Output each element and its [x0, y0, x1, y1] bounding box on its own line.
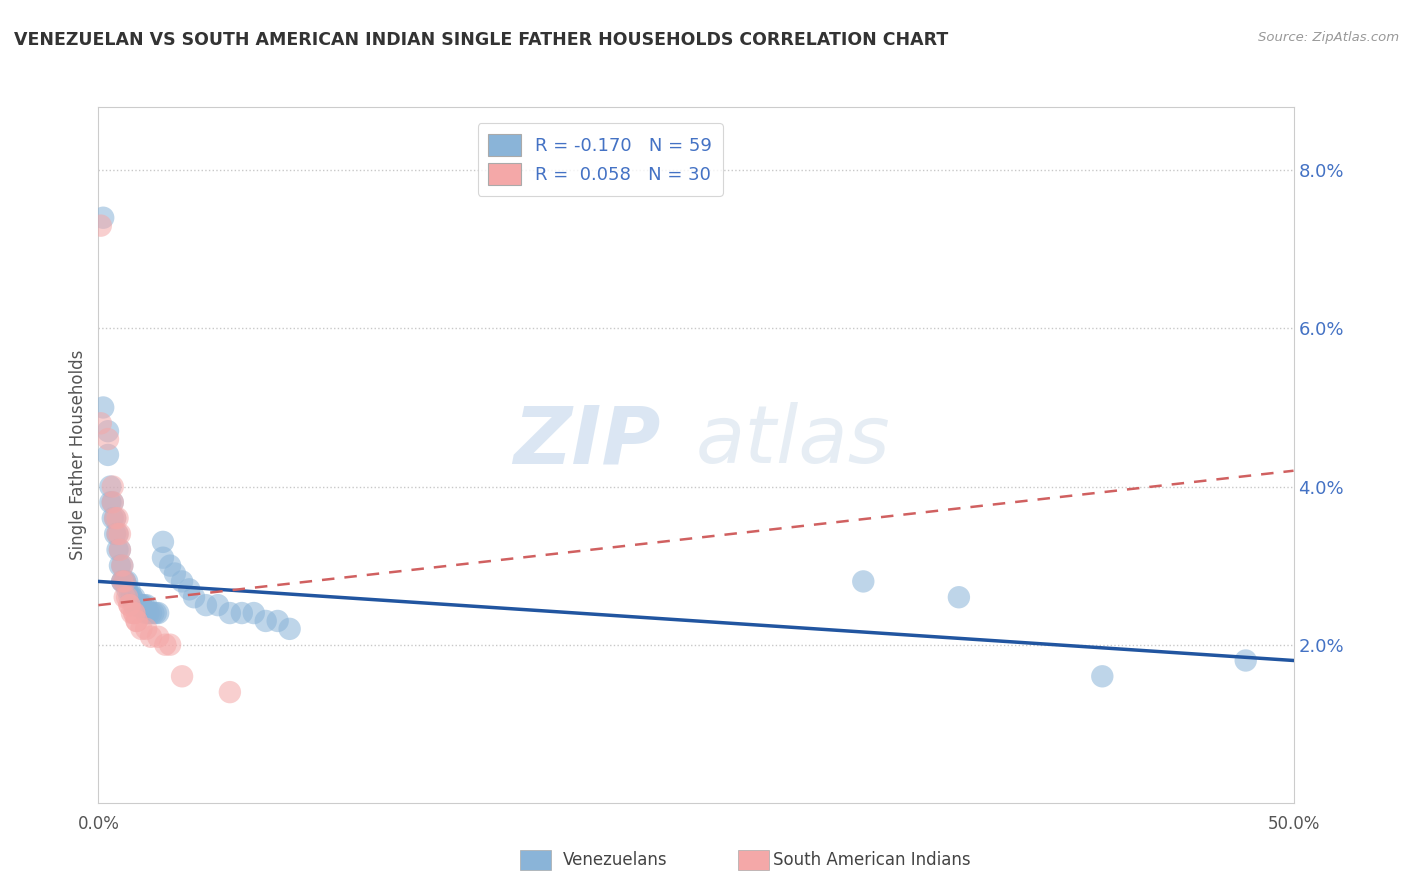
Point: [172, 669, 194, 683]
Point: [108, 542, 131, 557]
Point: [91, 401, 114, 415]
Point: [111, 558, 134, 573]
Point: [97, 448, 120, 462]
Point: [131, 622, 153, 636]
Point: [125, 614, 148, 628]
Point: [124, 598, 146, 612]
Point: [107, 527, 129, 541]
Point: [142, 606, 165, 620]
Text: Venezuelans: Venezuelans: [562, 851, 666, 869]
Point: [183, 591, 205, 605]
Point: [172, 574, 194, 589]
Point: [132, 598, 155, 612]
Point: [207, 598, 229, 612]
Point: [104, 511, 127, 525]
Point: [111, 574, 134, 589]
Point: [118, 591, 141, 605]
Point: [108, 527, 131, 541]
Point: [159, 558, 181, 573]
Point: [219, 685, 242, 699]
Text: atlas: atlas: [696, 402, 891, 480]
Text: ZIP: ZIP: [513, 402, 661, 480]
Point: [124, 606, 146, 620]
Point: [267, 614, 290, 628]
Point: [124, 606, 146, 620]
Point: [91, 211, 114, 225]
Point: [114, 574, 136, 589]
Point: [243, 606, 266, 620]
Point: [131, 598, 153, 612]
Point: [231, 606, 253, 620]
Point: [114, 574, 136, 589]
Point: [159, 638, 181, 652]
Point: [852, 574, 875, 589]
Point: [118, 598, 141, 612]
Y-axis label: Single Father Households: Single Father Households: [69, 350, 87, 560]
Legend: R = -0.170   N = 59, R =  0.058   N = 30: R = -0.170 N = 59, R = 0.058 N = 30: [478, 123, 723, 196]
Point: [125, 598, 148, 612]
Point: [948, 591, 970, 605]
Point: [118, 598, 141, 612]
Point: [115, 591, 138, 605]
Point: [155, 638, 177, 652]
Point: [179, 582, 201, 597]
Point: [98, 495, 122, 509]
Point: [139, 606, 162, 620]
Point: [101, 495, 124, 509]
Point: [90, 219, 112, 233]
Point: [125, 598, 148, 612]
Point: [118, 582, 141, 597]
Point: [111, 574, 134, 589]
Text: South American Indians: South American Indians: [773, 851, 972, 869]
Point: [97, 432, 120, 446]
Point: [138, 606, 160, 620]
Point: [111, 558, 134, 573]
Point: [163, 566, 186, 581]
Point: [219, 606, 242, 620]
Point: [101, 495, 124, 509]
Point: [108, 558, 131, 573]
Point: [195, 598, 218, 612]
Point: [98, 479, 122, 493]
Point: [111, 574, 134, 589]
Point: [121, 591, 143, 605]
Point: [124, 591, 146, 605]
Point: [1091, 669, 1114, 683]
Point: [148, 606, 170, 620]
Point: [114, 591, 136, 605]
Point: [135, 598, 157, 612]
Point: [101, 479, 124, 493]
Point: [121, 606, 143, 620]
Point: [145, 606, 167, 620]
Point: [104, 511, 127, 525]
Point: [135, 606, 157, 620]
Point: [131, 598, 153, 612]
Point: [115, 574, 138, 589]
Point: [125, 614, 148, 628]
Point: [107, 542, 129, 557]
Point: [108, 542, 131, 557]
Point: [121, 591, 143, 605]
Point: [148, 630, 170, 644]
Point: [90, 417, 112, 431]
Text: VENEZUELAN VS SOUTH AMERICAN INDIAN SINGLE FATHER HOUSEHOLDS CORRELATION CHART: VENEZUELAN VS SOUTH AMERICAN INDIAN SING…: [14, 31, 948, 49]
Point: [101, 511, 124, 525]
Point: [114, 574, 136, 589]
Point: [278, 622, 301, 636]
Point: [152, 534, 174, 549]
Point: [139, 630, 162, 644]
Point: [128, 598, 150, 612]
Point: [107, 527, 129, 541]
Point: [135, 622, 157, 636]
Point: [152, 550, 174, 565]
Point: [97, 424, 120, 438]
Point: [1234, 653, 1257, 667]
Point: [254, 614, 277, 628]
Point: [115, 582, 138, 597]
Point: [107, 511, 129, 525]
Point: [104, 527, 127, 541]
Text: Source: ZipAtlas.com: Source: ZipAtlas.com: [1258, 31, 1399, 45]
